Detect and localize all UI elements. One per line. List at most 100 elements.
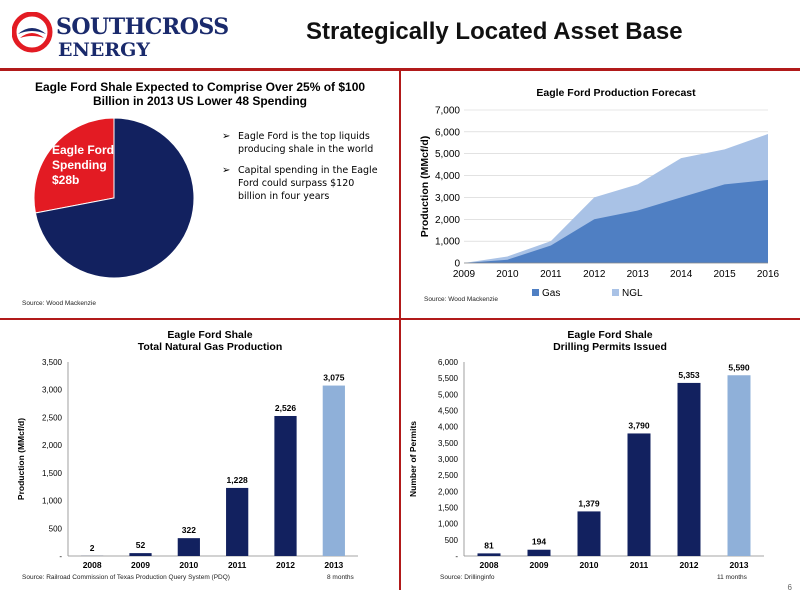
y-tick-label: -: [59, 552, 62, 561]
y-tick-label: 5,500: [438, 374, 459, 383]
bar: [727, 375, 751, 556]
y-tick-label: 1,500: [42, 469, 63, 478]
legend-label-gas: Gas: [542, 288, 560, 299]
y-tick-label: 0: [454, 259, 460, 270]
logo-line2: ENERGY: [58, 39, 150, 61]
bar: [477, 553, 501, 556]
permits-note: 11 months: [717, 574, 747, 581]
legend-label-ngl: NGL: [622, 288, 643, 299]
bar-value-label: 194: [532, 537, 546, 547]
x-tick-label: 2012: [276, 560, 295, 570]
pie-slice: [34, 117, 195, 279]
y-tick-label: 2,000: [438, 487, 459, 496]
page-number: 6: [787, 583, 792, 592]
bar: [322, 385, 345, 556]
y-axis-label: Production (MMcf/d): [16, 418, 26, 500]
header-divider: [0, 68, 800, 71]
bar-value-label: 322: [182, 525, 196, 535]
y-tick-label: 4,000: [438, 423, 459, 432]
y-axis-label: Number of Permits: [408, 421, 418, 497]
permits-source: Source: Drillinginfo: [440, 574, 495, 581]
bullet-list: Eagle Ford is the top liquids producing …: [222, 130, 382, 211]
x-tick-label: 2010: [496, 269, 519, 280]
y-tick-label: 1,000: [438, 520, 459, 529]
bar-value-label: 5,590: [728, 362, 750, 372]
company-logo: SOUTHCROSS ENERGY: [12, 8, 229, 64]
x-tick-label: 2009: [530, 560, 549, 570]
logo-swirl-icon: [12, 12, 53, 53]
y-tick-label: 3,000: [42, 386, 63, 395]
pie-chart: [33, 117, 195, 279]
chart-title-line1: Eagle Ford Shale: [567, 329, 652, 341]
x-tick-label: 2008: [480, 560, 499, 570]
y-tick-label: 2,000: [435, 215, 460, 226]
x-tick-label: 2008: [83, 560, 102, 570]
bar-value-label: 3,075: [323, 373, 345, 383]
production-source: Source: Wood Mackenzie: [424, 296, 498, 303]
bar: [274, 415, 297, 556]
y-tick-label: 3,000: [438, 455, 459, 464]
x-tick-label: 2009: [131, 560, 150, 570]
y-tick-label: 3,500: [438, 439, 459, 448]
production-forecast-chart: Eagle Ford Production Forecast 0 1,000 2,00…: [419, 87, 780, 299]
slide-title: Strategically Located Asset Base: [306, 18, 683, 45]
pie-slice: [33, 117, 115, 214]
bar-value-label: 2,526: [275, 403, 297, 413]
bar-value-label: 1,379: [578, 498, 600, 508]
pie-panel-title: Eagle Ford Shale Expected to Comprise Ov…: [34, 80, 366, 108]
bar-value-label: 2: [90, 543, 95, 553]
x-tick-label: 2010: [580, 560, 599, 570]
x-tick-label: 2012: [583, 269, 606, 280]
gas-note: 8 months: [327, 574, 354, 581]
y-tick-label: 5,000: [435, 149, 460, 160]
vertical-divider: [399, 70, 401, 590]
legend-swatch-gas: [532, 289, 539, 296]
pie-source: Source: Wood Mackenzie: [22, 300, 96, 307]
bar-value-label: 52: [136, 540, 146, 550]
bullet-item: Eagle Ford is the top liquids producing …: [222, 130, 382, 156]
chart-title: Eagle Ford Production Forecast: [536, 87, 696, 99]
x-tick-label: 2011: [228, 560, 247, 570]
bar-value-label: 81: [484, 540, 494, 550]
y-tick-label: 2,500: [438, 471, 459, 480]
y-tick-label: 500: [49, 524, 63, 533]
y-tick-label: 4,000: [435, 171, 460, 182]
bar-value-label: 5,353: [678, 370, 700, 380]
bar: [177, 538, 200, 556]
x-tick-label: 2011: [540, 269, 562, 280]
legend-swatch-ngl: [612, 289, 619, 296]
y-tick-label: 3,000: [435, 193, 460, 204]
y-tick-label: -: [455, 552, 458, 561]
chart-title-line2: Drilling Permits Issued: [553, 341, 667, 353]
y-tick-label: 2,500: [42, 413, 63, 422]
y-tick-label: 4,500: [438, 407, 459, 416]
logo-line1: SOUTHCROSS: [56, 14, 229, 40]
x-tick-label: 2013: [730, 560, 749, 570]
area-series-gas: [464, 179, 768, 263]
y-tick-label: 6,000: [435, 127, 460, 138]
bar-value-label: 3,790: [628, 420, 650, 430]
y-tick-label: 2,000: [42, 441, 63, 450]
bar: [226, 487, 249, 556]
y-axis-label: Production (MMcf/d): [419, 136, 431, 237]
x-tick-label: 2010: [179, 560, 198, 570]
x-tick-label: 2014: [670, 269, 693, 280]
pie-slice-label: Eagle Ford Spending $28b: [52, 143, 115, 187]
y-tick-label: 500: [445, 536, 459, 545]
x-tick-label: 2013: [627, 269, 650, 280]
chart-title-line2: Total Natural Gas Production: [138, 341, 283, 353]
x-tick-label: 2011: [630, 560, 649, 570]
y-tick-label: 1,500: [438, 504, 459, 513]
x-tick-label: 2015: [713, 269, 736, 280]
bullet-item: Capital spending in the Eagle Ford could…: [222, 164, 382, 203]
y-tick-label: 1,000: [435, 237, 460, 248]
bar-value-label: 1,228: [227, 475, 249, 485]
x-tick-label: 2009: [453, 269, 476, 280]
chart-title-line1: Eagle Ford Shale: [167, 329, 252, 341]
y-tick-label: 3,500: [42, 358, 63, 367]
x-tick-label: 2013: [324, 560, 343, 570]
x-tick-label: 2012: [680, 560, 699, 570]
gas-source: Source: Railroad Commission of Texas Pro…: [22, 574, 230, 581]
